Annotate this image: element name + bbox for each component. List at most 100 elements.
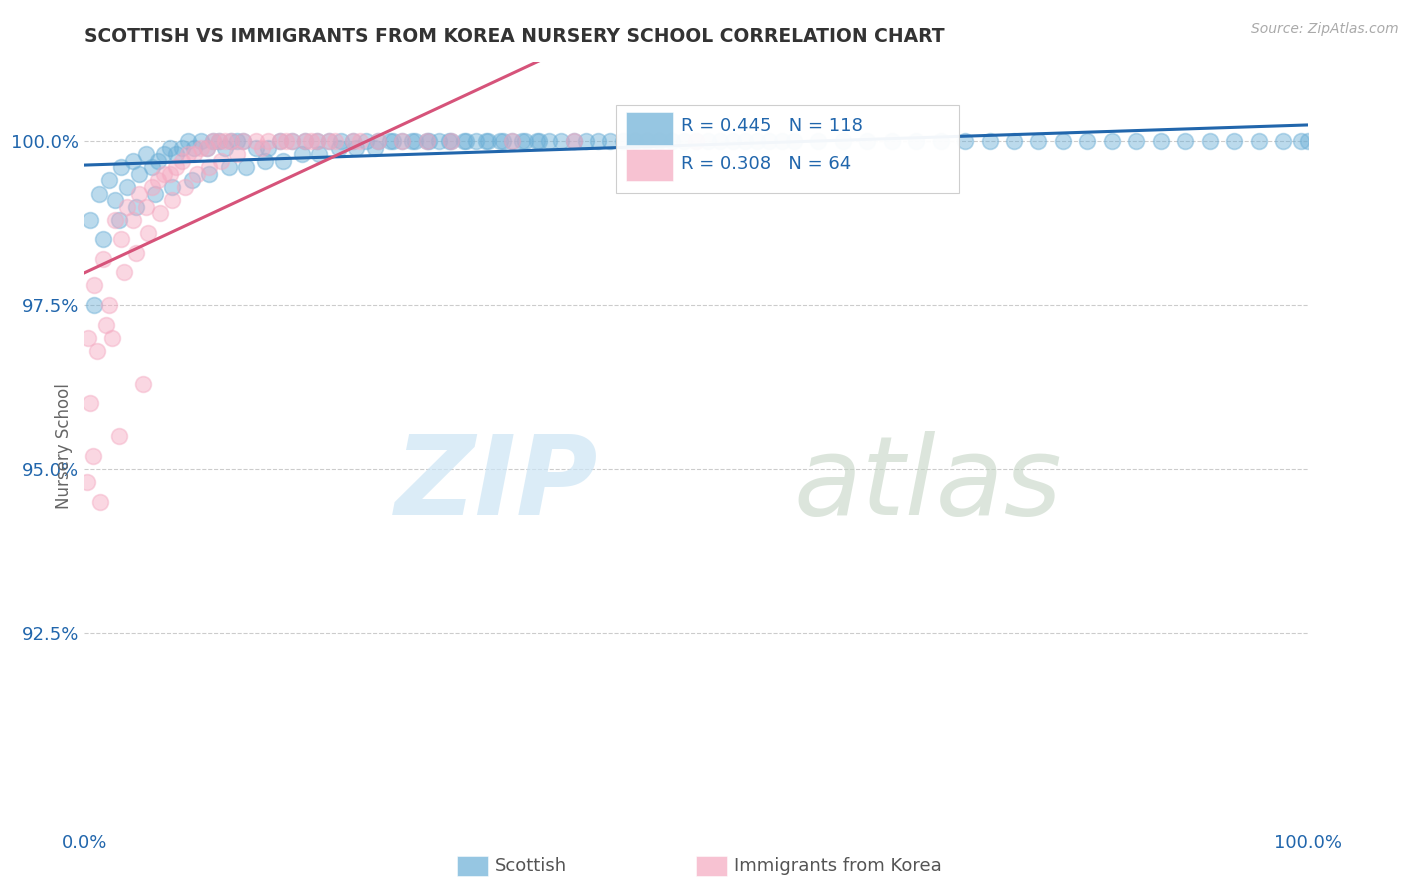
Point [807, 134, 830, 148]
Text: R = 0.308   N = 64: R = 0.308 N = 64 [682, 155, 852, 173]
Point [502, 134, 524, 148]
Point [177, 147, 200, 161]
Point [235, 161, 257, 175]
Point [125, 245, 148, 260]
Point [685, 134, 707, 148]
Point [477, 134, 499, 148]
Point [440, 134, 463, 148]
Point [125, 200, 148, 214]
Point [232, 134, 254, 148]
Point [416, 134, 439, 148]
Point [575, 134, 598, 148]
Point [929, 134, 952, 148]
Point [391, 134, 413, 148]
Point [143, 186, 166, 201]
Point [122, 212, 145, 227]
Point [79, 396, 101, 410]
Point [349, 134, 371, 148]
Point [1291, 134, 1313, 148]
Point [661, 134, 683, 148]
Point [219, 134, 242, 148]
Point [153, 147, 176, 161]
FancyBboxPatch shape [626, 149, 672, 181]
Point [141, 180, 163, 194]
Point [330, 134, 353, 148]
Point [89, 494, 111, 508]
Point [562, 134, 585, 148]
Point [162, 193, 184, 207]
FancyBboxPatch shape [626, 112, 672, 145]
Point [209, 153, 232, 168]
Point [250, 141, 273, 155]
Point [550, 134, 572, 148]
Point [648, 134, 671, 148]
Point [183, 141, 205, 155]
Point [1101, 134, 1123, 148]
Point [367, 134, 389, 148]
Point [305, 134, 328, 148]
Point [364, 141, 387, 155]
Point [856, 134, 879, 148]
Point [328, 141, 350, 155]
Point [97, 173, 120, 187]
Point [437, 134, 460, 148]
Point [149, 206, 172, 220]
Point [135, 147, 157, 161]
Point [115, 180, 138, 194]
Point [146, 153, 169, 168]
Point [257, 134, 280, 148]
Text: SCOTTISH VS IMMIGRANTS FROM KOREA NURSERY SCHOOL CORRELATION CHART: SCOTTISH VS IMMIGRANTS FROM KOREA NURSER… [84, 27, 945, 45]
Point [391, 134, 413, 148]
Y-axis label: Nursery School: Nursery School [55, 383, 73, 509]
Point [685, 134, 707, 148]
Point [198, 167, 221, 181]
Point [464, 134, 486, 148]
Point [586, 134, 609, 148]
Point [1174, 134, 1197, 148]
Point [758, 134, 780, 148]
Point [195, 141, 218, 155]
Point [905, 134, 928, 148]
Point [110, 161, 132, 175]
Point [269, 134, 291, 148]
Point [526, 134, 548, 148]
Point [1028, 134, 1050, 148]
Point [1223, 134, 1246, 148]
Point [83, 278, 105, 293]
Point [257, 141, 280, 155]
Point [141, 161, 163, 175]
Point [294, 134, 316, 148]
Point [318, 134, 340, 148]
Point [308, 147, 330, 161]
Point [254, 153, 277, 168]
Point [979, 134, 1001, 148]
Point [562, 134, 585, 148]
Point [195, 141, 218, 155]
Point [183, 147, 205, 161]
Point [198, 161, 221, 175]
Point [165, 161, 187, 175]
Point [276, 134, 298, 148]
Point [427, 134, 450, 148]
Point [342, 134, 364, 148]
Point [354, 134, 377, 148]
Point [953, 134, 976, 148]
Point [122, 153, 145, 168]
Point [208, 134, 231, 148]
Point [291, 147, 314, 161]
Point [747, 134, 769, 148]
Point [219, 134, 242, 148]
Point [165, 147, 187, 161]
Point [344, 141, 367, 155]
Point [128, 167, 150, 181]
Point [159, 141, 181, 155]
Point [271, 153, 294, 168]
Point [208, 134, 231, 148]
Point [104, 193, 127, 207]
Point [218, 161, 240, 175]
Point [697, 134, 720, 148]
Text: Source: ZipAtlas.com: Source: ZipAtlas.com [1251, 22, 1399, 37]
Point [529, 134, 551, 148]
Text: R = 0.445   N = 118: R = 0.445 N = 118 [682, 117, 863, 135]
Point [401, 134, 423, 148]
